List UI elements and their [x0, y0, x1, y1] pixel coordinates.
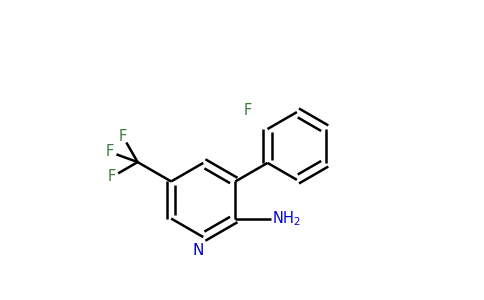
Text: NH$_2$: NH$_2$ — [272, 209, 301, 228]
Text: F: F — [119, 129, 127, 144]
Text: F: F — [244, 103, 252, 118]
Text: F: F — [106, 144, 114, 159]
Text: F: F — [108, 169, 116, 184]
Text: N: N — [193, 243, 204, 258]
